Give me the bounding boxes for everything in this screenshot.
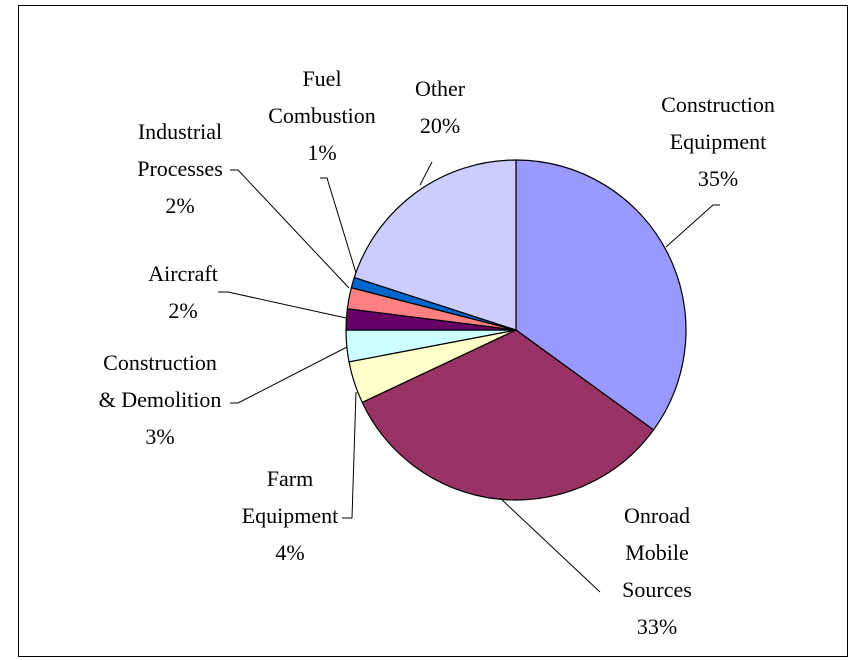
pie-slice <box>361 329 655 501</box>
category-label: Construction & Demolition <box>98 350 222 412</box>
leader-line <box>419 161 433 186</box>
value-label: 35% <box>697 166 739 191</box>
category-label: Other <box>414 76 466 101</box>
leader-line <box>230 169 350 289</box>
slice-label: Industrial Processes 2% <box>120 113 240 224</box>
pie-slice <box>515 159 687 431</box>
value-label: 4% <box>275 540 305 565</box>
leader-line <box>499 497 601 593</box>
slice-label: Fuel Combustion 1% <box>257 60 387 171</box>
value-label: 2% <box>165 193 195 218</box>
category-label: Aircraft <box>148 261 218 286</box>
category-label: Farm Equipment <box>241 466 339 528</box>
value-label: 33% <box>636 614 678 639</box>
leader-line <box>230 346 348 404</box>
category-label: Onroad Mobile Sources <box>622 503 692 602</box>
slice-label: Onroad Mobile Sources 33% <box>612 497 702 645</box>
leader-line <box>218 291 347 319</box>
value-label: 2% <box>168 298 198 323</box>
category-label: Construction Equipment <box>661 92 775 154</box>
slice-label: Farm Equipment 4% <box>230 460 350 571</box>
slice-label: Aircraft 2% <box>123 255 243 329</box>
leader-line <box>342 391 357 519</box>
slice-label: Construction Equipment 35% <box>638 86 798 197</box>
pie-slice <box>353 159 517 331</box>
value-label: 3% <box>145 424 175 449</box>
value-label: 1% <box>307 140 337 165</box>
chart-frame <box>18 5 848 657</box>
leader-line <box>320 177 357 274</box>
leader-line <box>665 204 720 248</box>
slice-label: Other 20% <box>400 70 480 144</box>
category-label: Fuel Combustion <box>268 66 376 128</box>
value-label: 20% <box>419 113 461 138</box>
category-label: Industrial Processes <box>137 119 223 181</box>
slice-label: Construction & Demolition 3% <box>98 344 223 455</box>
